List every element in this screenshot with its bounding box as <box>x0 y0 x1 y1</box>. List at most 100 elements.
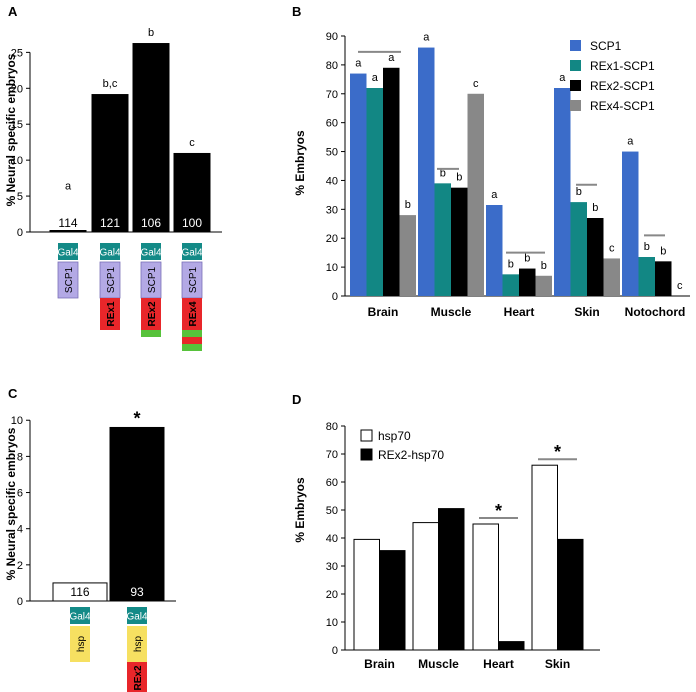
chart-c: 0 2 4 6 8 10 116 Gal4 hsp 93 Gal4 hsp REx2 * <box>11 408 176 692</box>
chart-d: 0 10 20 30 40 50 60 70 80 Brain Muscle Heart * Skin * h… <box>326 421 600 671</box>
chart-a-sig-label: b <box>148 27 154 39</box>
chart-d-y-tick-label: 40 <box>326 533 338 545</box>
chart-c-bar <box>52 582 108 602</box>
chart-b-category-label: Heart <box>504 305 535 319</box>
chart-d-category-label: Skin <box>545 657 570 671</box>
chart-a-sig-label: a <box>65 180 72 192</box>
chart-d-bar <box>531 464 558 651</box>
chart-c-y-tick-label: 4 <box>17 524 23 536</box>
chart-a-construct-block <box>100 243 120 260</box>
chart-b-bar <box>587 218 604 296</box>
chart-a-construct-label: REx4 <box>188 301 199 326</box>
chart-c-y-tick-label: 10 <box>11 415 23 427</box>
chart-d-ylabel: % Embryos <box>293 477 307 543</box>
chart-b-y-tick-label: 10 <box>326 262 338 274</box>
chart-a-y-tick-label: 10 <box>11 155 23 167</box>
chart-d-y-tick-label: 10 <box>326 617 338 629</box>
chart-a-bar <box>49 230 87 232</box>
chart-a-n-label: 121 <box>100 216 120 230</box>
chart-b-y-tick-label: 60 <box>326 118 338 130</box>
chart-b-legend-label: REx2-SCP1 <box>590 79 655 93</box>
chart-b-y-tick-label: 70 <box>326 89 338 101</box>
chart-c-y-tick-label: 8 <box>17 451 23 463</box>
chart-a-construct-label: REx1 <box>106 301 117 326</box>
chart-b-sig-label: b <box>660 245 666 257</box>
chart-a-construct-label: SCP1 <box>106 267 117 294</box>
chart-a-construct-label: SCP1 <box>64 267 75 294</box>
chart-c-y-tick-label: 0 <box>17 596 23 608</box>
chart-b-sig-label: a <box>388 52 395 64</box>
chart-c-n-label: 93 <box>130 585 144 599</box>
chart-d-y-tick-label: 30 <box>326 561 338 573</box>
chart-b-sig-label: b <box>644 241 650 253</box>
chart-d-y-tick-label: 80 <box>326 421 338 433</box>
chart-a-construct-label: SCP1 <box>147 267 158 294</box>
chart-b-bar <box>603 258 620 296</box>
chart-b-legend-label: REx4-SCP1 <box>590 99 655 113</box>
chart-b-legend-swatch <box>570 80 581 91</box>
chart-c-construct-label: hsp <box>76 636 87 653</box>
chart-c-construct-label: Gal4 <box>69 612 91 623</box>
chart-a-bar <box>91 94 129 233</box>
chart-b-sig-label: c <box>609 242 615 254</box>
chart-d-category-label: Heart <box>483 657 514 671</box>
chart-b-bar <box>502 274 519 296</box>
chart-b-y-tick-label: 0 <box>332 291 338 303</box>
chart-b-bar <box>535 275 552 296</box>
chart-a-construct-block <box>182 337 202 344</box>
chart-b-sig-label: a <box>372 72 379 84</box>
chart-b-sig-label: a <box>559 72 566 84</box>
chart-a-construct-label: Gal4 <box>57 248 79 259</box>
chart-b-bar <box>570 202 587 296</box>
chart-a-y-tick-label: 25 <box>11 47 23 59</box>
chart-c-bar <box>109 426 165 602</box>
chart-b-bar <box>451 187 468 296</box>
chart-a-n-label: 114 <box>58 216 77 230</box>
chart-d-category-label: Muscle <box>418 657 459 671</box>
chart-c-construct-label: Gal4 <box>126 612 148 623</box>
panel-label-C: C <box>8 386 18 401</box>
chart-b-category-label: Brain <box>368 305 399 319</box>
chart-a-construct-block <box>141 298 161 330</box>
chart-b-bar <box>655 261 672 296</box>
chart-b-sig-label: b <box>541 260 547 272</box>
chart-c-construct-block <box>127 626 147 662</box>
chart-b-y-tick-label: 50 <box>326 147 338 159</box>
chart-d-y-tick-label: 60 <box>326 477 338 489</box>
chart-a-y-tick-label: 15 <box>11 119 23 131</box>
chart-a-construct-block <box>182 298 202 330</box>
chart-a-construct-block <box>141 243 161 260</box>
chart-b-sig-label: b <box>440 167 446 179</box>
chart-b-y-tick-label: 30 <box>326 204 338 216</box>
chart-b-sig-label: a <box>627 136 634 148</box>
chart-b-legend-swatch <box>570 100 581 111</box>
chart-b-sig-label: b <box>508 258 514 270</box>
chart-a-construct-block <box>182 344 202 351</box>
chart-b-legend-label: SCP1 <box>590 39 622 53</box>
chart-d-y-tick-label: 50 <box>326 505 338 517</box>
chart-b-legend-swatch <box>570 60 581 71</box>
chart-c-construct-label: hsp <box>133 636 144 653</box>
chart-a-construct-block <box>57 261 79 299</box>
chart-b-sig-label: a <box>423 32 430 44</box>
chart-b-sig-label: b <box>405 199 411 211</box>
chart-b-sig-label: c <box>473 78 479 90</box>
chart-d-bar <box>379 550 406 651</box>
chart-d-y-tick-label: 70 <box>326 449 338 461</box>
chart-d-y-tick-label: 20 <box>326 589 338 601</box>
panel-label-A: A <box>8 4 18 19</box>
chart-b-y-tick-label: 80 <box>326 60 338 72</box>
chart-c-construct-block <box>70 626 90 662</box>
chart-c-y-tick-label: 6 <box>17 488 23 500</box>
chart-a-bar <box>173 152 211 232</box>
chart-d-bar <box>472 523 499 651</box>
chart-b-ylabel: % Embryos <box>293 130 307 196</box>
chart-d-legend-label: REx2-hsp70 <box>378 448 444 462</box>
chart-c-construct-block <box>127 607 147 624</box>
chart-a-construct-block <box>182 243 202 260</box>
chart-a-y-tick-label: 5 <box>17 191 23 203</box>
chart-a-y-tick-label: 0 <box>17 227 23 239</box>
chart-b-y-tick-label: 40 <box>326 175 338 187</box>
chart-a-construct-block <box>141 330 161 337</box>
